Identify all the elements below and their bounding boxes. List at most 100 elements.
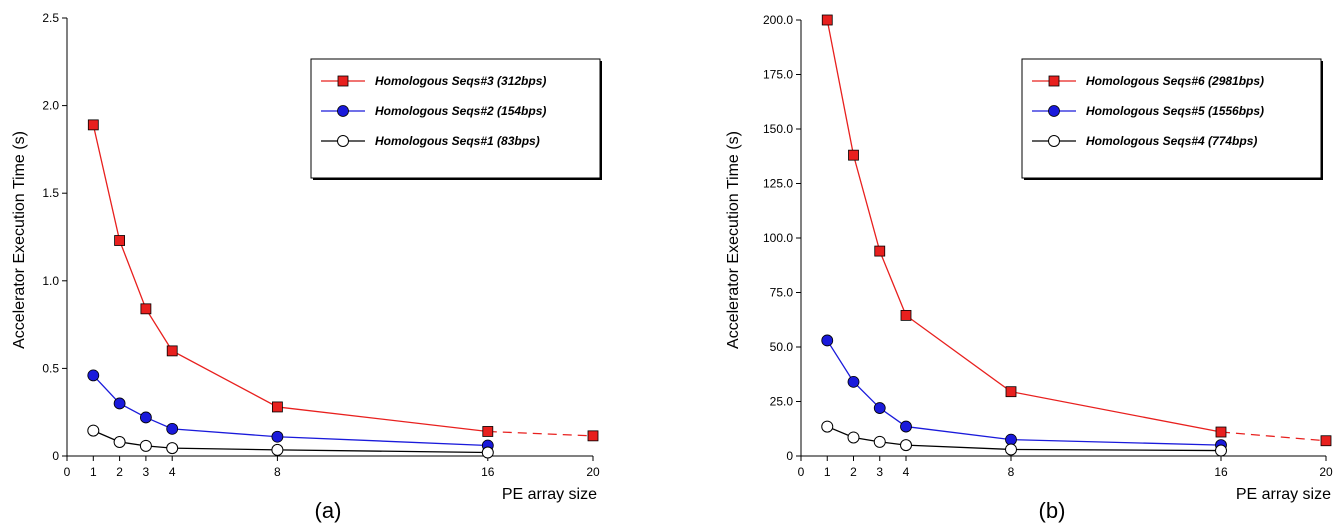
- data-point: [482, 426, 494, 437]
- data-point: [87, 119, 99, 131]
- series-line: [827, 425, 1222, 452]
- x-tick-label: 1: [90, 465, 97, 479]
- data-point: [87, 424, 100, 437]
- chart-panel-b: 0 25.0 50.0 75.0 100.0 125.0 150.0 175.0 200.0 0 1…: [725, 13, 1333, 523]
- legend-box: [310, 58, 601, 179]
- chart-panel-a: 0 0.5 1.0 1.5 2.0 2.5 0 1 2 3 4 8 16 20 PE array size A…: [11, 11, 602, 523]
- series-extrapolation-line: [1220, 431, 1327, 442]
- series-2: [821, 334, 1227, 452]
- x-tick-label: 20: [586, 465, 600, 479]
- y-tick-label: 200.0: [763, 13, 793, 27]
- data-point: [848, 149, 859, 161]
- x-tick-label: 16: [481, 465, 495, 479]
- legend-label: Homologous Seqs#1 (83bps): [375, 134, 540, 148]
- series-2: [87, 369, 494, 452]
- data-point: [873, 402, 886, 414]
- legend: Homologous Seqs#3 (312bps) Homologous Seq…: [310, 58, 602, 180]
- data-point: [587, 430, 599, 442]
- data-point: [114, 235, 125, 246]
- y-axis-title: Accelerator Execution Time (s): [725, 131, 742, 349]
- x-tick-label: 8: [274, 465, 281, 479]
- y-axis-title: Accelerator Execution Time (s): [11, 131, 28, 349]
- data-point: [900, 439, 912, 452]
- series-1: [87, 119, 599, 442]
- data-point: [139, 439, 152, 452]
- y-tick-label: 25.0: [770, 395, 794, 409]
- x-axis-title: PE array size: [1236, 486, 1331, 503]
- x-tick-label: 0: [798, 465, 805, 479]
- data-point: [1320, 435, 1332, 447]
- series-3: [87, 424, 494, 459]
- data-point: [1215, 444, 1227, 457]
- legend-marker: [1048, 75, 1060, 87]
- data-point: [139, 411, 152, 424]
- series-line: [93, 429, 488, 454]
- legend-marker: [337, 135, 349, 147]
- y-tick-label: 1.0: [42, 274, 59, 288]
- data-point: [821, 420, 834, 433]
- legend-label: Homologous Seqs#3 (312bps): [375, 74, 546, 88]
- data-point: [874, 245, 886, 257]
- x-tick-label: 20: [1319, 465, 1333, 479]
- data-point: [1005, 386, 1017, 398]
- x-tick-label: 4: [903, 465, 910, 479]
- data-point: [166, 345, 178, 357]
- y-tick-label: 125.0: [763, 177, 793, 191]
- data-point: [113, 435, 126, 448]
- data-point: [113, 397, 126, 410]
- data-point: [847, 431, 860, 444]
- series-line: [826, 19, 1222, 433]
- x-tick-label: 16: [1214, 465, 1228, 479]
- x-tick-label: 4: [169, 465, 176, 479]
- legend-box: [1021, 58, 1322, 179]
- data-point: [1215, 426, 1227, 438]
- data-point: [271, 401, 283, 413]
- y-tick-label: 0: [52, 449, 59, 463]
- y-tick-label: 2.5: [42, 11, 59, 25]
- data-point: [271, 430, 284, 443]
- data-point: [166, 422, 179, 435]
- legend-marker: [337, 75, 349, 87]
- series-line: [92, 124, 488, 433]
- data-point: [900, 420, 912, 433]
- x-tick-label: 2: [116, 465, 123, 479]
- data-point: [821, 14, 833, 26]
- y-tick-label: 0: [786, 449, 793, 463]
- data-point: [140, 303, 152, 315]
- y-tick-label: 1.5: [42, 186, 59, 200]
- y-tick-label: 50.0: [770, 340, 794, 354]
- x-tick-label: 2: [850, 465, 857, 479]
- y-tick-label: 2.0: [42, 99, 59, 113]
- x-tick-label: 3: [876, 465, 883, 479]
- x-tick-label: 1: [824, 465, 831, 479]
- y-tick-label: 175.0: [763, 68, 793, 82]
- legend-label: Homologous Seqs#4 (774bps): [1086, 134, 1257, 148]
- legend-label: Homologous Seqs#2 (154bps): [375, 104, 546, 118]
- legend-marker: [1048, 105, 1060, 117]
- legend-label: Homologous Seqs#6 (2981bps): [1086, 74, 1264, 88]
- legend-label: Homologous Seqs#5 (1556bps): [1086, 104, 1264, 118]
- y-tick-label: 100.0: [763, 231, 793, 245]
- series-3: [821, 420, 1227, 457]
- data-point: [1005, 443, 1017, 456]
- series-extrapolation-line: [487, 430, 594, 437]
- data-point: [847, 375, 860, 388]
- panel-caption: (a): [315, 498, 342, 523]
- data-point: [900, 309, 912, 321]
- data-point: [873, 435, 886, 448]
- x-axis-title: PE array size: [502, 486, 597, 503]
- y-tick-label: 75.0: [770, 286, 794, 300]
- data-point: [821, 334, 834, 347]
- series-line: [826, 340, 1222, 446]
- series-1: [821, 14, 1332, 447]
- data-point: [166, 442, 179, 455]
- y-tick-label: 150.0: [763, 122, 793, 136]
- legend-marker: [1048, 135, 1060, 147]
- data-point: [481, 446, 494, 459]
- series-line: [92, 374, 488, 447]
- legend: Homologous Seqs#6 (2981bps) Homologous Se…: [1021, 58, 1323, 180]
- x-tick-label: 3: [143, 465, 150, 479]
- x-tick-label: 8: [1008, 465, 1015, 479]
- data-point: [87, 369, 100, 382]
